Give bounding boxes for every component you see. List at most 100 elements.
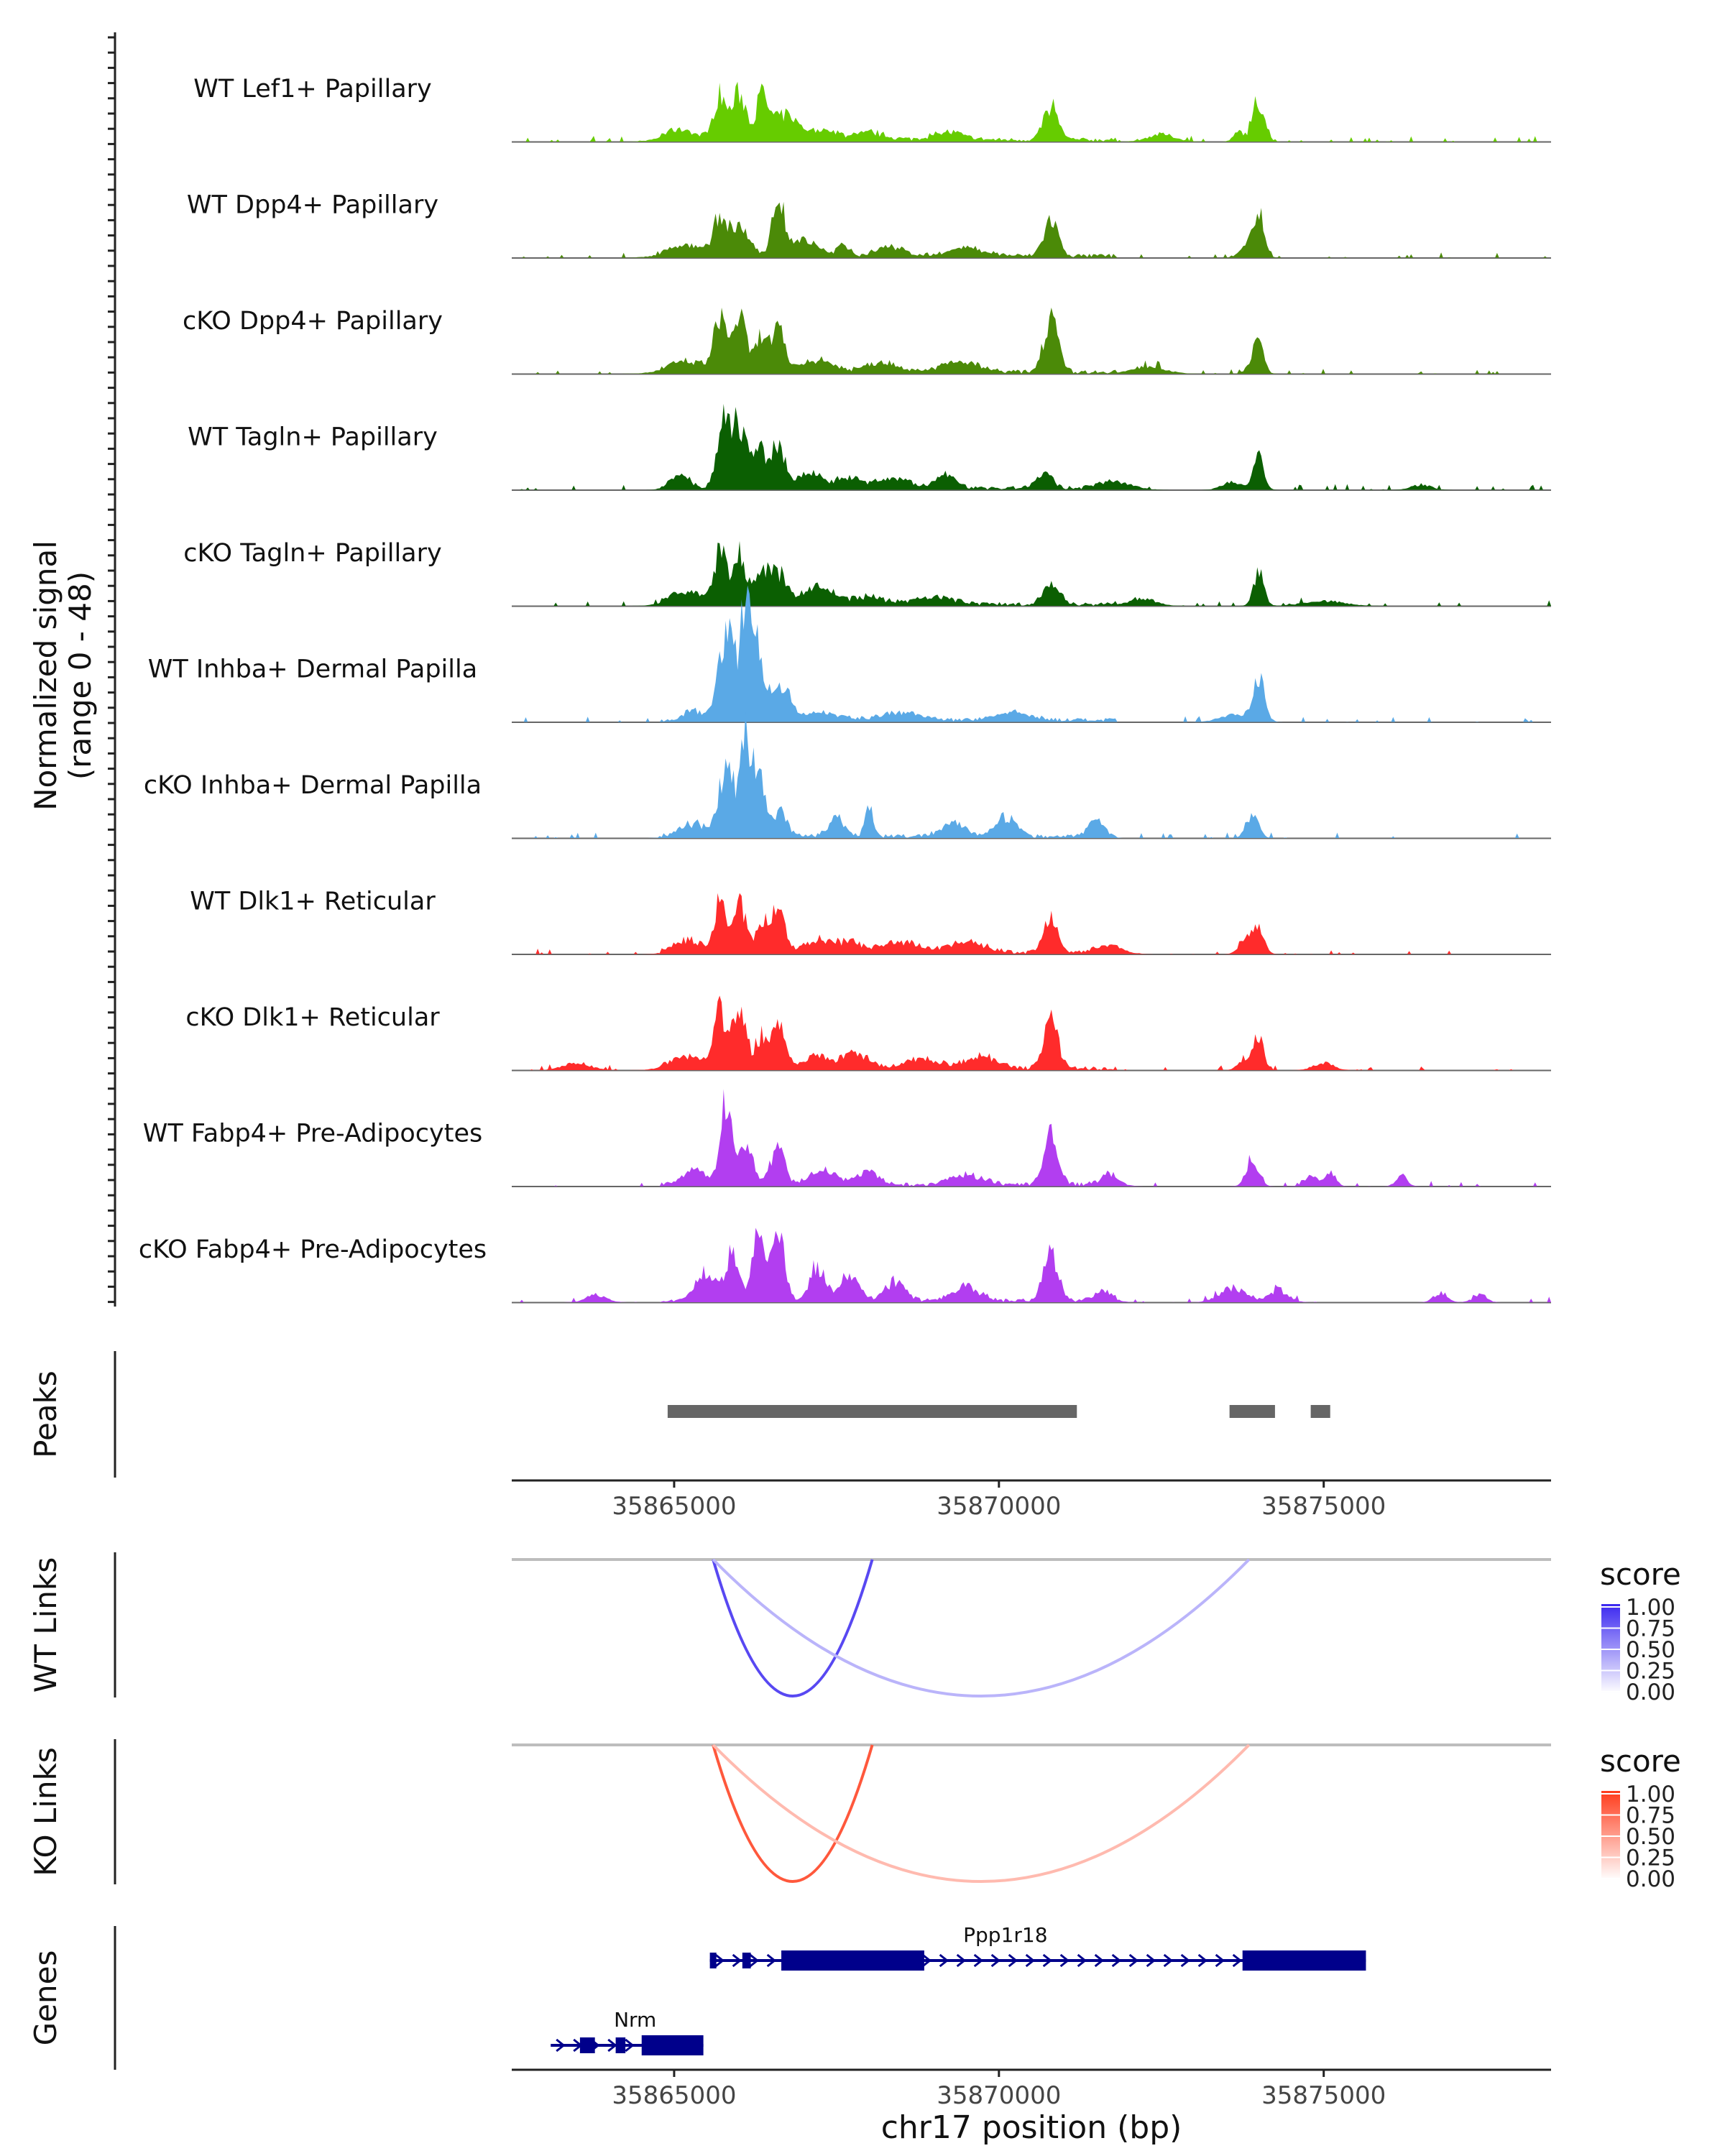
coverage-area [512, 540, 1551, 606]
wt-links-ylabel: WT Links [28, 1557, 63, 1692]
coverage-area [512, 709, 1551, 838]
genes-ylabel: Genes [28, 1950, 63, 2046]
gene-models: Ppp1r18 Nrm [551, 1923, 1366, 2055]
x-axis-title: chr17 position (bp) [881, 2109, 1182, 2146]
ko-legend-title: score [1600, 1743, 1681, 1779]
coverage-area [512, 1227, 1551, 1302]
legend-tick-label: 0.75 [1626, 1616, 1675, 1642]
strand-arrow [921, 1953, 932, 1968]
ko-score-legend: score 1.000.750.500.250.00 [1600, 1743, 1681, 1892]
coverage-track-4: cKO Tagln+ Papillary [183, 539, 1551, 607]
wt-links-panel: WT Links score 1.000.750.500.250.00 [28, 1552, 1681, 1705]
strand-arrow [607, 2038, 617, 2053]
strand-arrow [1077, 1953, 1087, 1968]
strand-arrow [556, 2038, 566, 2053]
track-label: cKO Tagln+ Papillary [183, 539, 442, 568]
peak-bars [667, 1405, 1330, 1418]
x-tick-label: 35865000 [612, 1492, 736, 1521]
link-arc [712, 1744, 874, 1883]
track-label: WT Dpp4+ Papillary [187, 191, 438, 220]
legend-tick-label: 0.50 [1626, 1637, 1675, 1663]
strand-arrow [749, 1953, 760, 1968]
coverage-track-3: WT Tagln+ Papillary [188, 404, 1551, 491]
gene-label: Ppp1r18 [963, 1923, 1047, 1947]
strand-arrow [1163, 1953, 1174, 1968]
coverage-track-0: WT Lef1+ Papillary [193, 75, 1551, 143]
gene-ppp1r18: Ppp1r18 [709, 1923, 1366, 1971]
gene-nrm: Nrm [551, 2008, 704, 2055]
strand-arrow [1094, 1953, 1105, 1968]
link-arc [712, 1743, 1251, 1883]
genes-x-ticks: 35865000 35870000 35875000 [612, 2070, 1386, 2110]
coverage-area [512, 1089, 1551, 1187]
track-label: WT Lef1+ Papillary [193, 75, 432, 103]
peaks-x-ticks: 35865000 35870000 35875000 [612, 1480, 1386, 1521]
track-label: cKO Dlk1+ Reticular [185, 1003, 440, 1032]
coverage-area [512, 201, 1551, 258]
peaks-panel: Peaks 35865000 35870000 35875000 [28, 1351, 1551, 1521]
ko-links-panel: KO Links score 1.000.750.500.250.00 [28, 1739, 1681, 1892]
coverage-y-axis-ticks [108, 36, 115, 1304]
strand-arrow [1111, 1953, 1122, 1968]
strand-arrow [714, 1953, 725, 1968]
ko-link-arcs [712, 1743, 1251, 1883]
strand-arrow [1025, 1953, 1036, 1968]
legend-tick-label: 0.00 [1626, 1680, 1675, 1705]
strand-arrow [625, 2038, 635, 2053]
peak-bar [667, 1405, 1077, 1418]
legend-tick-label: 0.25 [1626, 1659, 1675, 1685]
wt-legend-ticks: 1.000.750.500.250.00 [1601, 1595, 1675, 1705]
coverage-area [512, 893, 1551, 954]
track-label: cKO Dpp4+ Papillary [183, 307, 443, 336]
track-label: cKO Fabp4+ Pre-Adipocytes [139, 1235, 487, 1264]
coverage-ylabel-line1: Normalized signal [28, 540, 63, 811]
track-label: cKO Inhba+ Dermal Papilla [144, 771, 482, 800]
coverage-track-2: cKO Dpp4+ Papillary [183, 307, 1551, 375]
coverage-track-10: cKO Fabp4+ Pre-Adipocytes [139, 1227, 1551, 1304]
strand-arrow [732, 1953, 742, 1968]
coverage-ylabel-line2: (range 0 - 48) [63, 571, 98, 780]
strand-arrow [766, 1953, 777, 1968]
gene-exon [615, 2037, 626, 2053]
strand-arrow [1042, 1953, 1053, 1968]
coverage-area [512, 404, 1551, 490]
legend-tick-label: 0.25 [1626, 1846, 1675, 1871]
gene-exon [781, 1950, 924, 1971]
peak-bar [1229, 1405, 1275, 1418]
coverage-track-7: WT Dlk1+ Reticular [190, 888, 1551, 955]
strand-arrow [973, 1953, 984, 1968]
strand-arrow [1008, 1953, 1018, 1968]
gene-exon [579, 2037, 595, 2053]
coverage-track-8: cKO Dlk1+ Reticular [185, 995, 1551, 1072]
x-tick-label: 35875000 [1261, 1492, 1386, 1521]
track-label: WT Dlk1+ Reticular [190, 888, 436, 916]
strand-arrow [1180, 1953, 1191, 1968]
x-tick-label: 35870000 [937, 2081, 1061, 2110]
coverage-area [512, 995, 1551, 1070]
coverage-track-1: WT Dpp4+ Papillary [187, 191, 1551, 259]
strand-arrow [990, 1953, 1001, 1968]
strand-arrow [1215, 1953, 1225, 1968]
coverage-area [512, 308, 1551, 374]
legend-tick-label: 0.50 [1626, 1824, 1675, 1850]
wt-link-arcs [712, 1558, 1251, 1697]
coverage-track-9: WT Fabp4+ Pre-Adipocytes [143, 1089, 1551, 1187]
coverage-area [512, 585, 1551, 722]
gene-exon [1242, 1950, 1366, 1971]
strand-arrow [1146, 1953, 1156, 1968]
strand-arrow [939, 1953, 949, 1968]
genes-panel: Genes Ppp1r18 Nrm 35865000 35870000 3587500… [28, 1923, 1551, 2146]
ko-legend-ticks: 1.000.750.500.250.00 [1601, 1782, 1675, 1892]
legend-tick-label: 1.00 [1626, 1782, 1675, 1807]
track-label: WT Tagln+ Papillary [188, 423, 438, 452]
gene-exon [709, 1953, 717, 1968]
x-tick-label: 35875000 [1261, 2081, 1386, 2110]
peak-bar [1310, 1405, 1330, 1418]
strand-arrow [1128, 1953, 1139, 1968]
legend-tick-label: 0.00 [1626, 1866, 1675, 1892]
strand-arrow [956, 1953, 967, 1968]
wt-legend-title: score [1600, 1557, 1681, 1592]
peaks-ylabel: Peaks [28, 1370, 63, 1458]
ko-links-ylabel: KO Links [28, 1747, 63, 1876]
